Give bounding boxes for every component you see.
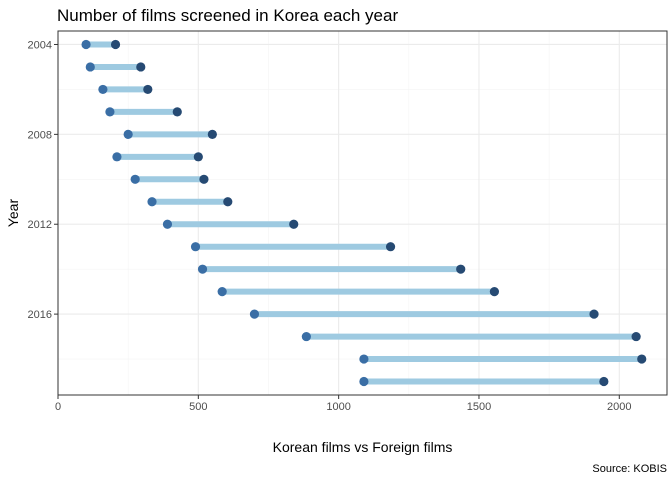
korean-films-point bbox=[359, 376, 369, 387]
korean-films-point bbox=[249, 309, 260, 319]
foreign-films-point bbox=[456, 264, 466, 274]
korean-films-point bbox=[85, 62, 95, 72]
foreign-films-point bbox=[207, 129, 217, 139]
korean-films-point bbox=[98, 84, 108, 95]
y-tick-label: 2012 bbox=[28, 219, 52, 231]
y-tick-label: 2004 bbox=[28, 39, 52, 51]
x-tick-label: 2000 bbox=[607, 401, 631, 413]
korean-films-point bbox=[147, 197, 157, 207]
foreign-films-point bbox=[489, 287, 500, 297]
foreign-films-point bbox=[199, 174, 209, 184]
korean-films-point bbox=[81, 39, 91, 50]
korean-films-point bbox=[301, 331, 311, 342]
foreign-films-point bbox=[289, 219, 299, 229]
axes: 0 500 1000 1500 2000 2004 2008 2012 2016 bbox=[28, 39, 632, 413]
y-tick-label: 2016 bbox=[28, 309, 52, 321]
foreign-films-point bbox=[172, 107, 182, 117]
korean-films-point bbox=[162, 219, 173, 229]
foreign-films-point bbox=[589, 309, 599, 319]
foreign-films-point bbox=[599, 376, 609, 387]
foreign-films-point bbox=[143, 84, 153, 95]
korean-films-point bbox=[359, 354, 369, 364]
x-tick-label: 500 bbox=[189, 401, 207, 413]
foreign-films-point bbox=[637, 354, 647, 364]
korean-films-point bbox=[190, 242, 201, 252]
panel-border bbox=[57, 30, 668, 396]
foreign-films-point bbox=[223, 197, 233, 207]
korean-films-point bbox=[130, 174, 140, 184]
foreign-films-point bbox=[193, 152, 203, 162]
foreign-films-point bbox=[631, 331, 641, 342]
y-axis-title: Year bbox=[5, 199, 21, 228]
korean-films-point bbox=[123, 129, 133, 139]
korean-films-point bbox=[197, 264, 208, 274]
x-tick-label: 1000 bbox=[326, 401, 350, 413]
korean-films-point bbox=[112, 152, 122, 162]
caption: Source: KOBIS bbox=[592, 463, 667, 475]
y-tick-label: 2008 bbox=[28, 129, 52, 141]
korean-films-point bbox=[105, 107, 115, 117]
foreign-films-point bbox=[136, 62, 146, 72]
korean-films-point bbox=[217, 287, 227, 297]
foreign-films-point bbox=[110, 39, 121, 50]
x-tick-label: 1500 bbox=[467, 401, 491, 413]
x-axis-title: Korean films vs Foreign films bbox=[273, 439, 453, 455]
marks bbox=[81, 39, 647, 387]
chart-title: Number of films screened in Korea each y… bbox=[57, 6, 398, 25]
x-tick-label: 0 bbox=[55, 401, 61, 413]
foreign-films-point bbox=[385, 242, 396, 252]
